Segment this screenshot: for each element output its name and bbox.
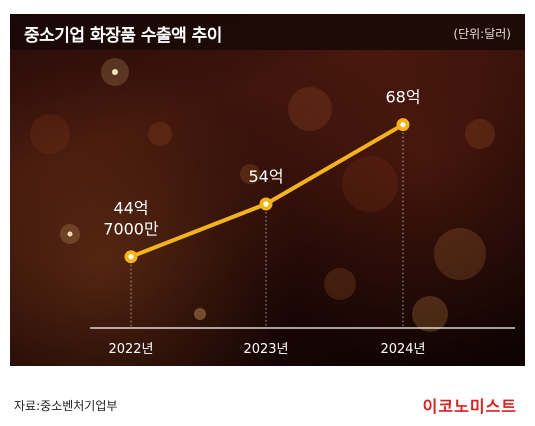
x-tick-label: 2024년 — [380, 342, 425, 357]
chart-panel: 중소기업 화장품 수출액 추이 (단위:달러) 44억 7000만 54억 68억 2… — [10, 14, 525, 366]
data-label: 44억 7000만 — [103, 199, 159, 239]
line-chart: 44억 7000만 54억 68억 2022년 2023년 2024년 — [30, 58, 515, 357]
title-bar: 중소기업 화장품 수출액 추이 (단위:달러) — [10, 14, 525, 50]
x-tick-label: 2023년 — [243, 342, 288, 357]
unit-label: (단위:달러) — [453, 27, 511, 41]
data-label: 68억 — [385, 88, 420, 107]
brand-logo: 이코노미스트 — [422, 397, 517, 416]
x-tick-label: 2022년 — [108, 342, 153, 357]
bokeh-decoration — [30, 58, 495, 332]
chart-title: 중소기업 화장품 수출액 추이 — [24, 26, 222, 46]
data-point-center — [400, 122, 406, 128]
data-label: 54억 — [248, 167, 283, 186]
data-point-center — [128, 254, 134, 260]
data-point-center — [263, 201, 269, 207]
source-note: 자료:중소벤처기업부 — [14, 399, 118, 413]
